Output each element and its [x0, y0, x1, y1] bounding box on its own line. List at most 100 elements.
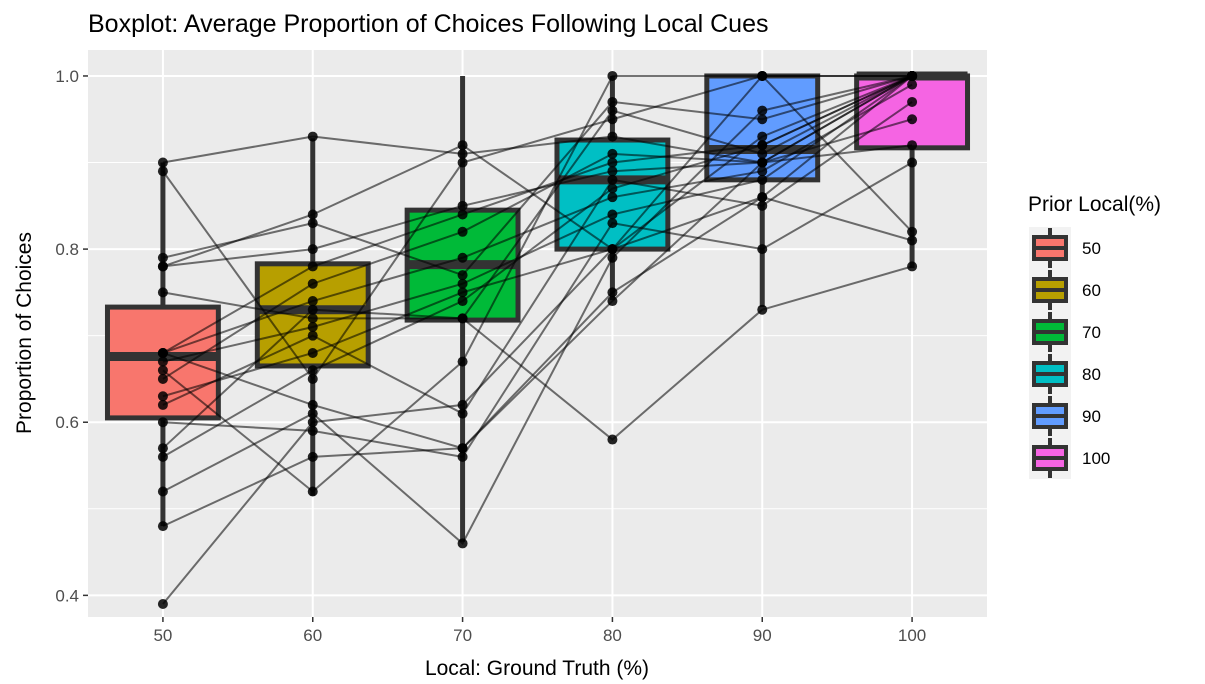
- participant-point: [307, 322, 318, 333]
- participant-point: [607, 105, 618, 116]
- participant-point: [157, 252, 168, 263]
- participant-point: [157, 486, 168, 497]
- participant-point: [757, 114, 768, 125]
- participant-point: [607, 183, 618, 194]
- participant-point: [907, 226, 918, 237]
- participant-point: [607, 287, 618, 298]
- participant-point: [607, 70, 618, 81]
- participant-point: [157, 443, 168, 454]
- x-tick-label: 70: [453, 626, 472, 645]
- participant-point: [457, 270, 468, 281]
- participant-point: [157, 287, 168, 298]
- participant-point: [457, 451, 468, 462]
- participant-point: [307, 330, 318, 341]
- participant-point: [907, 157, 918, 168]
- participant-point: [757, 70, 768, 81]
- participant-point: [907, 114, 918, 125]
- participant-point: [307, 451, 318, 462]
- participant-line: [162, 75, 913, 605]
- participant-point: [157, 166, 168, 177]
- participant-point: [307, 399, 318, 410]
- participant-point: [307, 296, 318, 307]
- participant-point: [307, 347, 318, 358]
- legend: Prior Local(%) 50 60 70 80 90 100: [1028, 193, 1161, 479]
- legend-label: 80: [1082, 365, 1101, 384]
- y-tick-label: 0.4: [55, 586, 79, 605]
- participant-point: [457, 252, 468, 263]
- participant-point: [307, 209, 318, 220]
- participant-point: [757, 244, 768, 255]
- participant-point: [307, 261, 318, 272]
- participant-point: [607, 96, 618, 107]
- participant-point: [307, 417, 318, 428]
- participant-point: [307, 373, 318, 384]
- participant-point: [607, 192, 618, 203]
- participant-line: [162, 74, 913, 493]
- participant-point: [307, 304, 318, 315]
- participant-line: [162, 101, 913, 415]
- participant-points: [157, 70, 918, 610]
- participant-point: [307, 486, 318, 497]
- participant-point: [457, 408, 468, 419]
- y-axis-ticks: 0.4 0.6 0.8 1.0: [55, 67, 88, 605]
- participant-point: [757, 200, 768, 211]
- participant-point: [307, 131, 318, 142]
- participant-point: [157, 356, 168, 367]
- participant-lines: [162, 74, 913, 605]
- participant-point: [457, 538, 468, 549]
- participant-point: [607, 148, 618, 159]
- participant-point: [457, 287, 468, 298]
- participant-point: [157, 261, 168, 272]
- participant-point: [157, 451, 168, 462]
- participant-point: [757, 174, 768, 185]
- participant-point: [307, 218, 318, 229]
- participant-point: [757, 131, 768, 142]
- participant-line: [162, 74, 913, 381]
- participant-point: [457, 157, 468, 168]
- x-tick-label: 50: [153, 626, 172, 645]
- participant-point: [607, 166, 618, 177]
- participant-point: [457, 296, 468, 307]
- participant-point: [607, 434, 618, 445]
- participant-point: [907, 79, 918, 90]
- participant-point: [757, 192, 768, 203]
- participant-point: [607, 131, 618, 142]
- x-axis-ticks: 50 60 70 80 90 100: [153, 617, 926, 645]
- participant-point: [307, 313, 318, 324]
- participant-point: [157, 399, 168, 410]
- participant-line: [162, 161, 913, 458]
- participant-point: [457, 209, 468, 220]
- participant-point: [157, 347, 168, 358]
- x-tick-label: 80: [603, 626, 622, 645]
- participant-line: [162, 83, 913, 354]
- participant-point: [157, 157, 168, 168]
- participant-line: [162, 144, 913, 380]
- participant-point: [157, 521, 168, 532]
- participant-point: [907, 140, 918, 151]
- legend-label: 90: [1082, 407, 1101, 426]
- participant-line: [162, 265, 913, 441]
- participant-point: [457, 313, 468, 324]
- participant-point: [307, 425, 318, 436]
- grid-minor: [88, 162, 987, 510]
- participant-point: [757, 304, 768, 315]
- x-tick-label: 100: [898, 626, 926, 645]
- participant-line: [162, 74, 913, 546]
- participant-point: [457, 356, 468, 367]
- y-tick-label: 0.6: [55, 413, 79, 432]
- legend-label: 100: [1082, 449, 1110, 468]
- participant-point: [757, 148, 768, 159]
- participant-point: [607, 218, 618, 229]
- y-tick-label: 0.8: [55, 240, 79, 259]
- x-tick-label: 90: [753, 626, 772, 645]
- participant-point: [157, 417, 168, 428]
- legend-label: 60: [1082, 281, 1101, 300]
- legend-label: 50: [1082, 239, 1101, 258]
- participant-point: [457, 226, 468, 237]
- participant-point: [757, 105, 768, 116]
- participant-point: [157, 373, 168, 384]
- y-tick-label: 1.0: [55, 67, 79, 86]
- x-tick-label: 60: [303, 626, 322, 645]
- participant-line: [162, 118, 913, 528]
